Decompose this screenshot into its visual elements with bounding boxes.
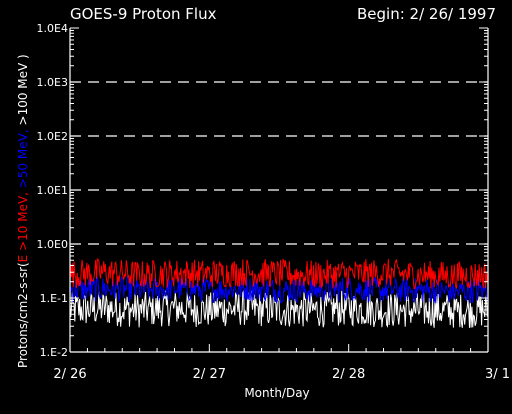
y-axis-label-e10: E >10 MeV,	[16, 188, 30, 262]
x-tick-label: 2/ 27	[193, 367, 226, 382]
chart-title: GOES-9 Proton Flux	[70, 5, 217, 23]
y-tick-label: 1.0E4	[37, 22, 68, 35]
y-tick-label: 1.E-2	[40, 346, 68, 359]
y-tick-label: 1.0E3	[37, 76, 68, 89]
x-tick-label: 3/ 1	[485, 367, 510, 382]
series-layer	[69, 257, 489, 328]
y-tick-label: 1.0E2	[37, 130, 68, 143]
y-tick-label: 1.0E1	[37, 184, 68, 197]
y-tick-label: 1.E-1	[40, 292, 68, 305]
y-axis-label-e50: >50 MeV,	[16, 125, 30, 188]
y-tick-label: 1.0E0	[37, 238, 68, 251]
begin-date: Begin: 2/ 26/ 1997	[357, 5, 496, 23]
y-axis-label: Protons/cm2-s-sr(E >10 MeV, >50 MeV, >10…	[16, 54, 30, 368]
x-tick-label: 2/ 28	[332, 367, 365, 382]
axis-layer: 1.E-2 1.E-1 1.0E0 1.0E1 1.0E2 1.0E3 1.0E4 2/ 26…	[37, 22, 510, 382]
grid-layer	[70, 81, 488, 245]
series-line-0	[69, 257, 489, 289]
series-line-2	[69, 289, 489, 328]
y-axis-label-e100: >100 MeV )	[16, 54, 30, 125]
series-line-1	[69, 276, 489, 304]
y-axis-label-prefix: Protons/cm2-s-sr(	[16, 262, 30, 368]
x-tick-label: 2/ 26	[53, 367, 86, 382]
x-axis-label: Month/Day	[244, 386, 309, 400]
